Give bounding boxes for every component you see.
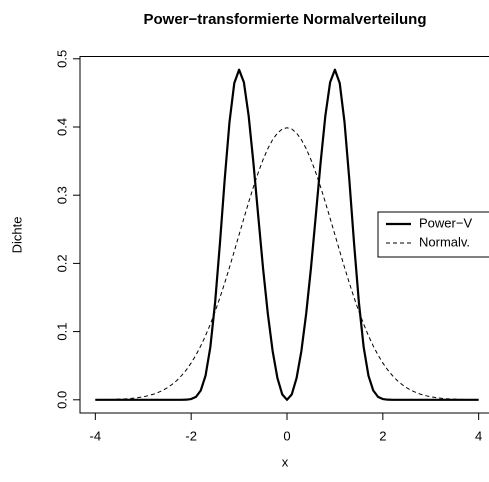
y-axis-label: Dichte	[9, 217, 24, 254]
y-tick-label: 0.0	[54, 391, 69, 409]
y-tick-label: 0.4	[54, 118, 69, 136]
y-tick-label: 0.1	[54, 323, 69, 341]
plot-frame	[79, 56, 489, 414]
x-tick-label: 4	[475, 428, 482, 443]
chart-title: Power−transformierte Normalverteilung	[143, 11, 426, 28]
x-tick-label: -4	[90, 428, 102, 443]
series-line	[95, 127, 479, 401]
x-axis-label: x	[282, 454, 289, 469]
y-tick-label: 0.3	[54, 186, 69, 204]
series-line	[95, 68, 479, 401]
x-tick-label: 0	[283, 428, 290, 443]
x-tick-label: -2	[185, 428, 197, 443]
legend-box	[377, 211, 489, 258]
y-tick-label: 0.2	[54, 254, 69, 272]
legend-label: Normalv.	[419, 234, 470, 249]
y-tick-label: 0.5	[54, 50, 69, 68]
legend-label: Power−V	[419, 215, 472, 230]
x-tick-label: 2	[379, 428, 386, 443]
